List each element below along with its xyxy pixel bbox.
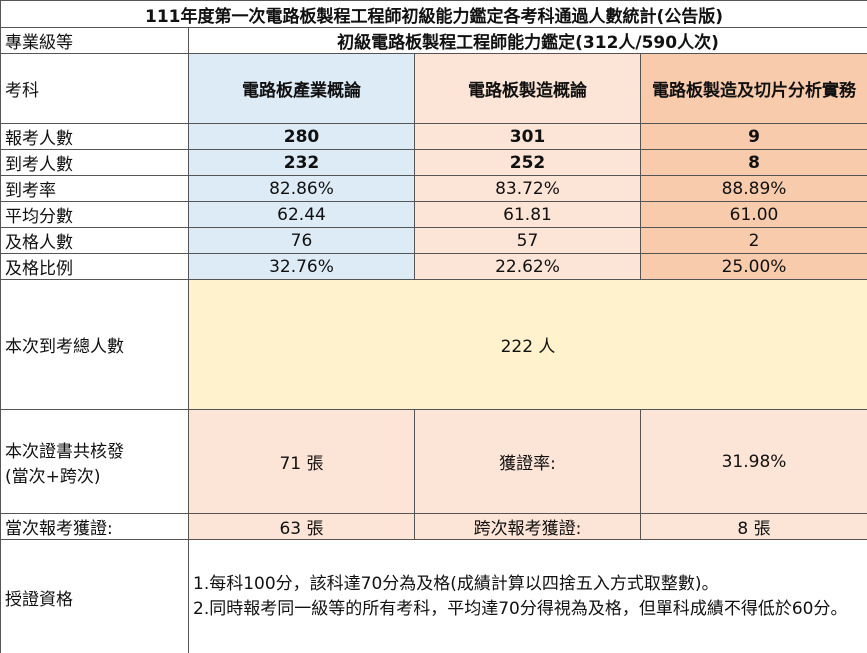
stat-value: 61.00: [639, 201, 867, 228]
stat-row: 及格人數 76 57 2: [0, 227, 867, 254]
stat-row: 報考人數 280 301 9: [0, 123, 867, 150]
rate-value: 31.98%: [639, 409, 867, 514]
current-value: 63 張: [188, 513, 415, 540]
stat-value: 252: [414, 149, 641, 176]
stat-row: 及格比例 32.76% 22.62% 25.00%: [0, 253, 867, 280]
stat-label: 報考人數: [0, 123, 189, 150]
stat-value: 2: [639, 227, 867, 254]
total-value: 222 人: [187, 279, 867, 410]
stat-label: 及格比例: [0, 253, 189, 280]
stat-value: 232: [188, 149, 415, 176]
stat-label: 及格人數: [0, 227, 189, 254]
level-label: 專業級等: [0, 27, 189, 54]
cert-value: 71 張: [188, 409, 415, 514]
stat-row: 平均分數 62.44 61.81 61.00: [0, 201, 867, 228]
stat-value: 82.86%: [188, 175, 415, 202]
stat-label: 到考人數: [0, 149, 189, 176]
level: 初級電路板製程工程師能力鑑定(312人/590人次): [187, 27, 867, 54]
stat-value: 8: [639, 149, 867, 176]
stat-value: 76: [188, 227, 415, 254]
subject-label: 考科: [0, 53, 189, 124]
stat-value: 9: [639, 123, 867, 150]
stat-value: 61.81: [414, 201, 641, 228]
stat-value: 22.62%: [414, 253, 641, 280]
stat-value: 301: [414, 123, 641, 150]
note: 1.每科100分，該科達70分為及格(成績計算以四捨五入方式取整數)。: [193, 574, 719, 594]
stat-value: 25.00%: [639, 253, 867, 280]
stat-label: 平均分數: [0, 201, 189, 228]
stat-value: 57: [414, 227, 641, 254]
current-label: 當次報考獲證:: [0, 513, 189, 540]
cert-label: 本次證書共核發 (當次+跨次): [0, 409, 189, 514]
cross-label: 跨次報考獲證:: [414, 513, 641, 540]
stat-value: 32.76%: [188, 253, 415, 280]
subject: 電路板製造及切片分析實務: [639, 53, 867, 124]
cross-value: 8 張: [639, 513, 867, 540]
subject: 電路板產業概論: [188, 53, 415, 124]
stat-row: 到考率 82.86% 83.72% 88.89%: [0, 175, 867, 202]
qual-notes: 1.每科100分，該科達70分為及格(成績計算以四捨五入方式取整數)。 2.同時報…: [187, 539, 867, 653]
stat-value: 280: [188, 123, 415, 150]
total-label: 本次到考總人數: [0, 279, 189, 410]
rate-label: 獲證率:: [414, 409, 641, 514]
subject: 電路板製造概論: [414, 53, 641, 124]
note: 2.同時報考同一級等的所有考科，平均達70分得視為及格，但單科成績不得低於60分…: [193, 599, 848, 619]
qual-label: 授證資格: [0, 539, 189, 653]
stat-row: 到考人數 232 252 8: [0, 149, 867, 176]
title: 111年度第一次電路板製程工程師初級能力鑑定各考科通過人數統計(公告版): [0, 0, 867, 28]
stat-value: 62.44: [188, 201, 415, 228]
stat-value: 88.89%: [639, 175, 867, 202]
stat-label: 到考率: [0, 175, 189, 202]
stat-value: 83.72%: [414, 175, 641, 202]
